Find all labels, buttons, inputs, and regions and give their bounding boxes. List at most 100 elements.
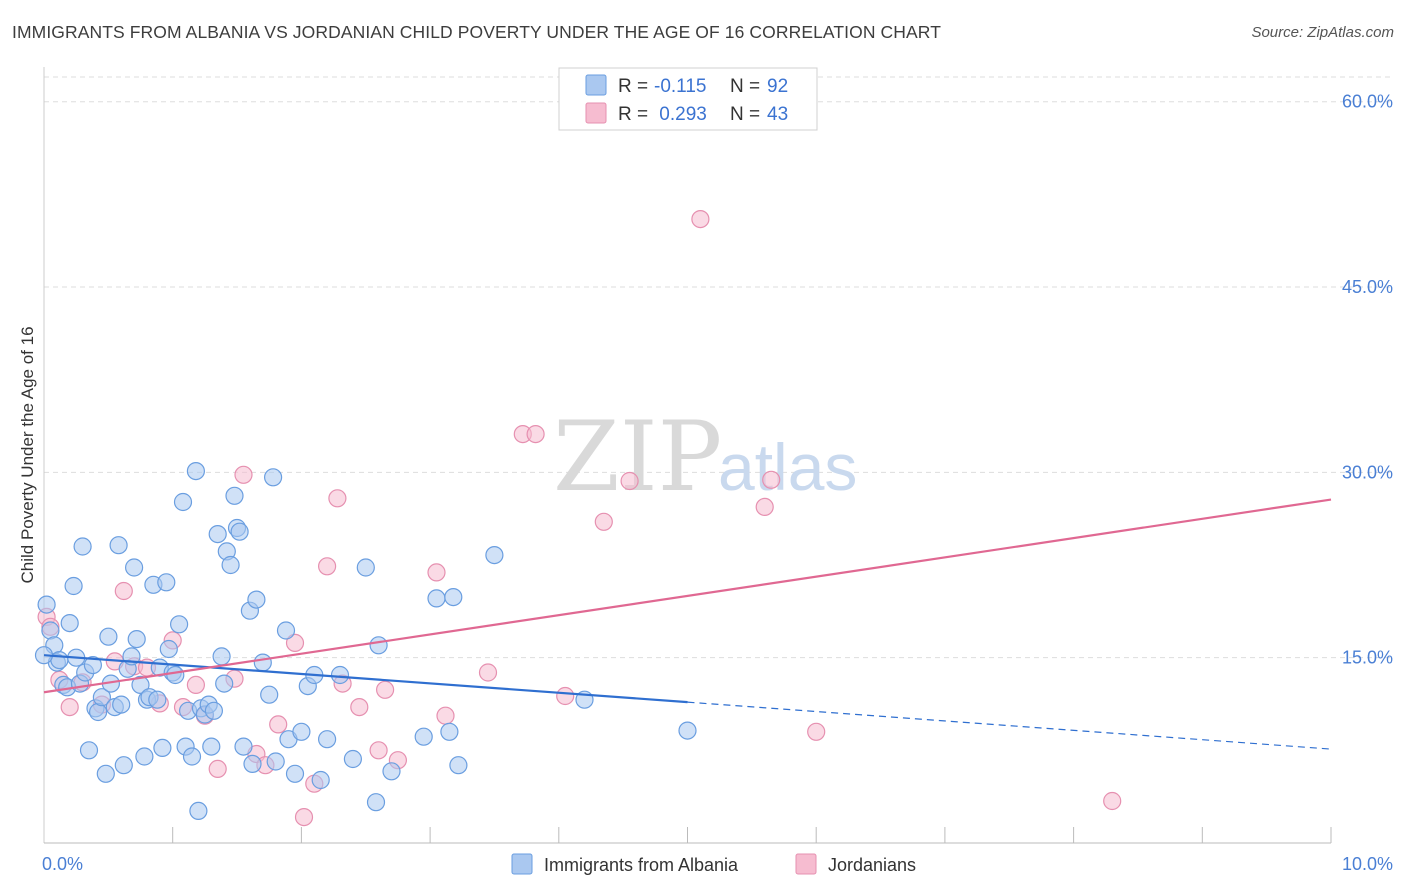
albania-point — [202, 737, 221, 756]
y-tick-label: 15.0% — [1342, 648, 1393, 668]
y-tick-label: 30.0% — [1342, 462, 1393, 482]
albania-point — [414, 727, 433, 746]
albania-point — [208, 524, 227, 544]
bottom-legend-swatch-jordanians — [795, 853, 817, 875]
legend-n-label-pink: N = — [730, 104, 760, 125]
albania-point — [148, 690, 167, 709]
albania-point — [173, 492, 193, 512]
albania-point — [356, 558, 375, 577]
albania-point — [225, 486, 244, 505]
albania-point — [182, 747, 202, 766]
albania-point — [73, 537, 92, 556]
albania-point — [485, 545, 504, 565]
jordanians-point — [691, 210, 710, 229]
albania-point — [159, 639, 178, 659]
albania-point — [292, 722, 311, 741]
albania-point — [135, 747, 154, 766]
legend-swatch-pink — [585, 102, 607, 124]
jordanians-point — [436, 706, 455, 725]
albania-point — [60, 613, 79, 633]
albania-point — [234, 737, 253, 756]
albania-point — [109, 536, 128, 555]
albania-point — [204, 701, 223, 720]
jordanians-point — [269, 715, 288, 734]
jordanians-point — [369, 741, 388, 760]
albania-point — [318, 730, 337, 749]
albania-point — [127, 629, 146, 649]
y-tick-label: 60.0% — [1342, 92, 1393, 112]
source-label: Source: ZipAtlas.com — [1251, 24, 1394, 41]
legend-n-label-blue: N = — [730, 76, 760, 97]
albania-point — [264, 468, 283, 487]
albania-point — [330, 665, 350, 685]
jordanians-point — [526, 425, 545, 444]
albania-point — [170, 615, 189, 634]
albania-point — [449, 756, 468, 775]
albania-point — [440, 722, 459, 741]
legend-n-value-blue: 92 — [767, 76, 788, 97]
albania-point — [186, 462, 205, 481]
albania-point — [221, 555, 240, 575]
tick-labels: 15.0% 30.0% 45.0% 60.0% 0.0% 10.0% — [42, 92, 1393, 874]
jordanians-point — [807, 722, 826, 741]
albania-point — [212, 647, 231, 666]
correlation-legend: R = -0.115 N = 92 R = 0.293 N = 43 — [558, 67, 818, 131]
albania-point — [153, 738, 172, 758]
jordanians-point — [60, 697, 79, 717]
albania-point — [366, 793, 386, 812]
albania-point — [230, 522, 249, 541]
jordanians-point — [762, 470, 781, 489]
legend-r-label-blue: R = — [618, 76, 648, 97]
x-tick-label: 10.0% — [1342, 854, 1393, 874]
albania-point — [83, 655, 103, 675]
albania-point — [678, 721, 697, 740]
albania-point — [166, 665, 185, 685]
watermark-zip: ZIP — [553, 401, 722, 513]
albania-trend-line — [43, 654, 688, 704]
watermark-atlas: atlas — [718, 430, 857, 504]
albania-point — [157, 573, 176, 592]
albania-point — [243, 754, 262, 774]
y-tick-label: 45.0% — [1342, 277, 1393, 297]
albania-point — [88, 702, 108, 722]
albania-point — [253, 653, 272, 672]
jordanians-point — [427, 563, 446, 582]
albania-point — [92, 688, 112, 707]
jordanians-point — [620, 471, 639, 491]
legend-r-value-blue: -0.115 — [654, 76, 706, 97]
jordanians-point — [478, 663, 498, 682]
jordanians-trend-line — [43, 498, 1332, 694]
albania-point — [285, 764, 305, 783]
watermark: ZIP atlas — [553, 401, 857, 513]
albania-point — [382, 762, 401, 781]
jordanians-point — [318, 557, 337, 576]
legend-swatch-blue — [585, 74, 607, 96]
albania-point — [189, 801, 208, 821]
jordanians-point — [294, 807, 314, 827]
albania-point — [260, 685, 279, 704]
jordanians-point — [114, 581, 133, 601]
albania-trend-line-extension — [687, 701, 1332, 750]
bottom-legend-swatch-albania — [511, 853, 533, 875]
albania-point — [311, 770, 330, 790]
albania-point — [50, 650, 69, 670]
albania-point — [266, 752, 285, 771]
legend-n-value-pink: 43 — [767, 104, 788, 125]
jordanians-point — [1103, 791, 1122, 811]
albania-point — [215, 674, 234, 693]
jordanians-point — [755, 497, 774, 516]
albania-point — [37, 595, 56, 614]
albania-point — [125, 558, 144, 577]
bottom-legend-label-jordanians: Jordanians — [828, 855, 916, 875]
jordanians-point — [208, 759, 227, 779]
albania-point — [112, 695, 131, 714]
jordanians-point — [186, 675, 205, 695]
x-tick-label: 0.0% — [42, 854, 83, 874]
albania-point — [79, 741, 99, 760]
legend-r-label-pink: R = — [618, 104, 648, 125]
albania-point — [427, 589, 446, 608]
series-jordanians-points — [37, 210, 1122, 827]
jordanians-point — [328, 489, 347, 508]
chart-title: IMMIGRANTS FROM ALBANIA VS JORDANIAN CHI… — [12, 22, 942, 42]
